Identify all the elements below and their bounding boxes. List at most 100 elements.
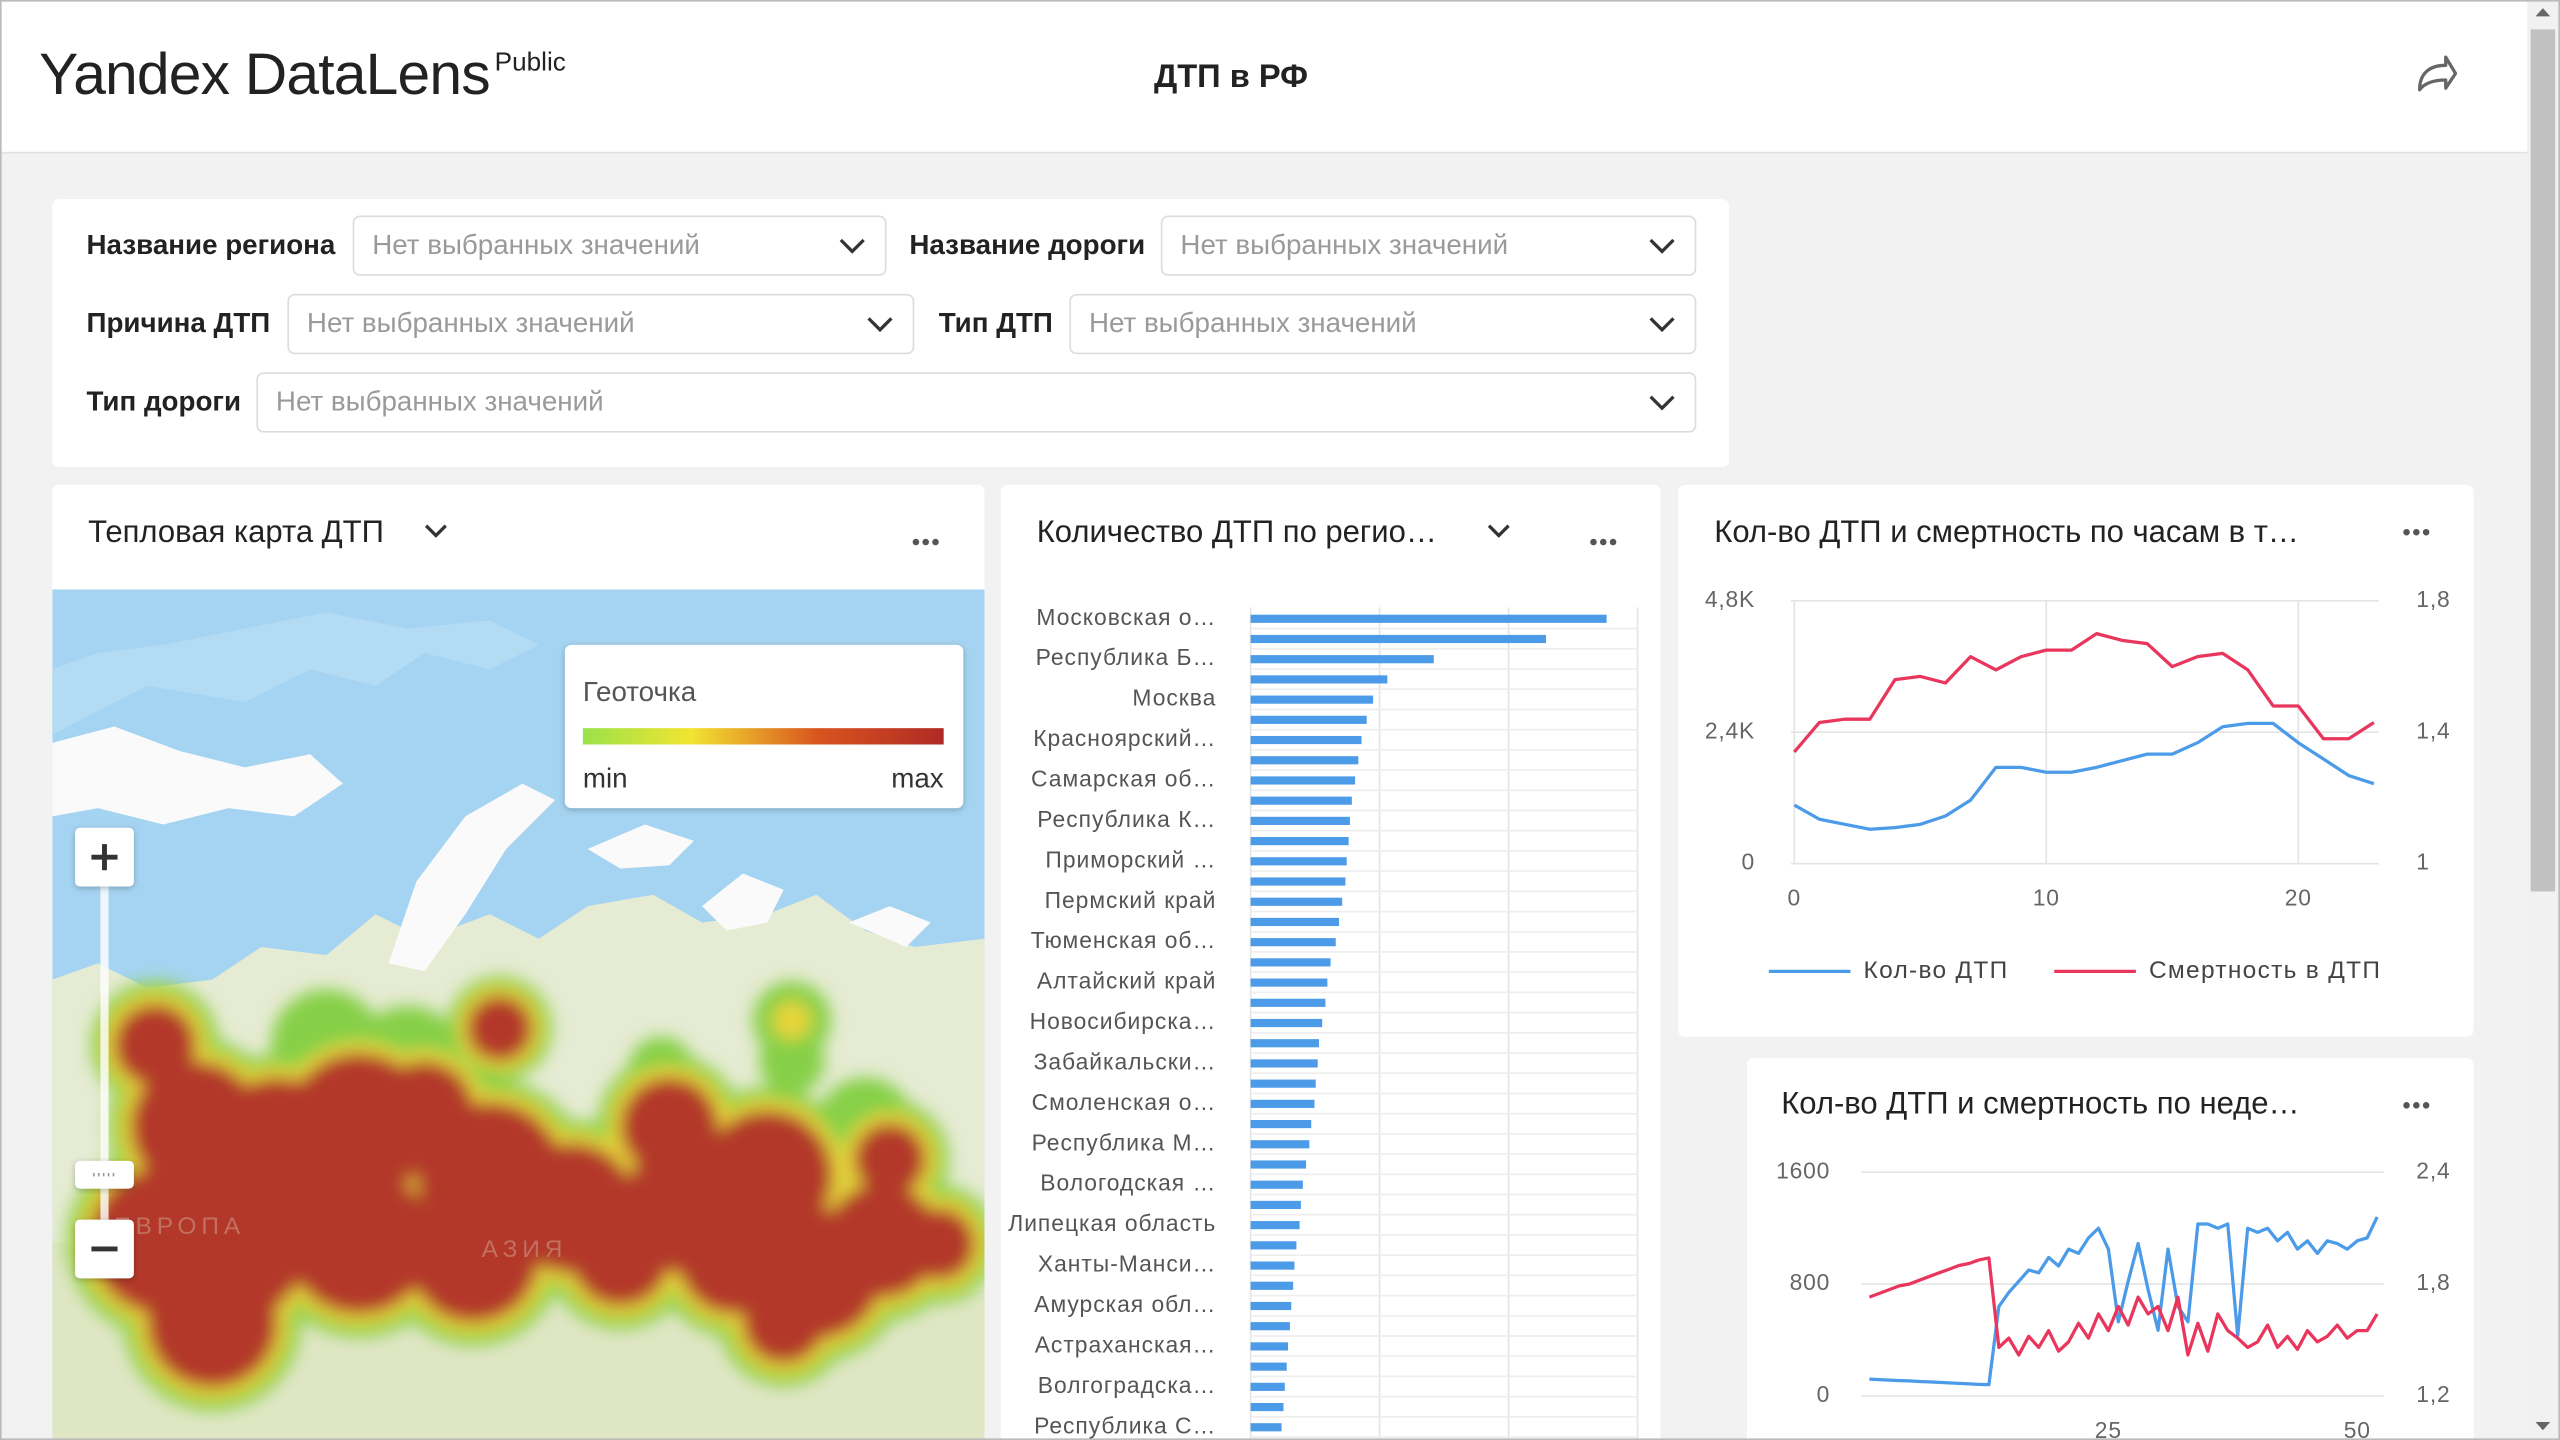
legend-gradient: [582, 728, 944, 745]
legend: Кол-во ДТП Смертность в ДТП: [1768, 957, 2381, 984]
bar: [1250, 978, 1328, 987]
bar: [1250, 1221, 1300, 1230]
tab-chevron[interactable]: [424, 524, 447, 538]
bar: [1250, 1059, 1318, 1068]
menu-button[interactable]: [2403, 1102, 2430, 1109]
filter-select[interactable]: [1160, 215, 1697, 276]
logo[interactable]: Yandex DataLens: [39, 42, 490, 107]
tab-chevron[interactable]: [1487, 524, 1510, 538]
filters: Название региона Нет выбранных значений На…: [87, 215, 1697, 433]
menu-button[interactable]: [912, 538, 939, 546]
bar: [1250, 1099, 1315, 1108]
legend-label[interactable]: Смертность в ДТП: [2149, 957, 2381, 984]
category-label: Ханты-Манси…: [1038, 1251, 1216, 1277]
category-label: Приморский …: [1045, 846, 1216, 872]
bar: [1250, 1160, 1307, 1169]
x-tick-label: 20: [2285, 885, 2312, 911]
filter-placeholder: Нет выбранных значений: [372, 229, 700, 260]
y-tick-label: 1600: [1776, 1157, 1830, 1183]
category-label: Волгоградска…: [1038, 1372, 1217, 1398]
share-button[interactable]: [2417, 55, 2458, 92]
heat-layer: [66, 976, 985, 1411]
filter-select[interactable]: [256, 372, 1697, 433]
filter-select[interactable]: [1069, 293, 1697, 355]
category-label: Тюменская об…: [1031, 927, 1217, 953]
bar: [1250, 958, 1331, 967]
category-label: Вологодская …: [1040, 1170, 1216, 1196]
ice: [702, 873, 784, 931]
menu-button[interactable]: [1590, 538, 1617, 546]
category-label: Красноярский…: [1033, 725, 1216, 751]
bar: [1250, 1423, 1282, 1432]
bar: [1250, 614, 1607, 623]
bar: [1250, 1382, 1285, 1391]
map-legend: [564, 644, 964, 809]
filter-label: Причина ДТП: [87, 307, 271, 338]
y2-tick-label: 1,2: [2416, 1381, 2450, 1407]
y2-tick-label: 1,8: [2416, 1269, 2450, 1295]
series-line: [1793, 632, 2375, 754]
filter-chevron: [1649, 238, 1675, 254]
category-label: Москва: [1132, 685, 1216, 711]
bar: [1250, 897, 1343, 906]
series-line: [1869, 1216, 2379, 1387]
filter-label: Тип дороги: [87, 386, 242, 417]
filter-placeholder: Нет выбранных значений: [307, 307, 635, 338]
ice: [52, 726, 343, 825]
x-tick-label: 50: [2344, 1417, 2371, 1440]
header: [0, 0, 2528, 152]
bar: [1250, 1180, 1303, 1189]
x-tick-label: 25: [2095, 1417, 2122, 1440]
filter-label: Название региона: [87, 229, 336, 260]
ice: [848, 906, 931, 947]
scroll-down[interactable]: [2535, 1422, 2551, 1431]
category-label: Новосибирска…: [1030, 1008, 1217, 1034]
filter-label: Тип ДТП: [939, 307, 1053, 338]
zoom-in-icon: [91, 844, 118, 871]
legend-label[interactable]: Кол-во ДТП: [1864, 957, 2009, 984]
filter-select[interactable]: [352, 215, 887, 276]
y-tick-label: 0: [1742, 849, 1756, 875]
category-label: Самарская об…: [1031, 766, 1216, 792]
legend-title: Геоточка: [583, 676, 697, 707]
charts: Московская о… Республика Б… Москва Краснояр…: [1008, 586, 2450, 1440]
bar: [1250, 1039, 1319, 1048]
bar: [1250, 655, 1434, 664]
scrollbar-thumb[interactable]: [2530, 29, 2556, 892]
category-label: Республика С…: [1034, 1412, 1216, 1438]
bar: [1250, 1018, 1323, 1028]
bar: [1250, 1261, 1295, 1270]
category-label: Пермский край: [1045, 887, 1217, 913]
filter-chevron: [867, 317, 893, 333]
bar: [1250, 634, 1546, 644]
scroll-up[interactable]: [2535, 8, 2551, 17]
bar: [1250, 1079, 1316, 1088]
series-line: [1868, 1256, 2379, 1357]
y-tick-label: 4,8K: [1705, 586, 1755, 612]
filter-select[interactable]: [287, 293, 915, 355]
filter-placeholder: Нет выбранных значений: [276, 386, 604, 417]
bar: [1250, 695, 1374, 704]
category-label: Астраханская…: [1035, 1331, 1217, 1357]
bar: [1250, 1322, 1290, 1331]
menu-button[interactable]: [2403, 528, 2430, 536]
category-label: Республика М…: [1032, 1129, 1217, 1155]
dashboard-title: ДТП в РФ: [1154, 57, 1308, 94]
filter-chevron: [839, 238, 865, 254]
y2-tick-label: 1,4: [2416, 717, 2450, 743]
bar: [1250, 938, 1336, 947]
y2-tick-label: 1,8: [2416, 586, 2450, 612]
series-line: [1793, 721, 2375, 831]
map[interactable]: ЕВРОПА АЗИЯ Геоточка min max: [52, 589, 997, 1440]
bar: [1250, 837, 1349, 846]
bar: [1250, 735, 1362, 745]
bar: [1250, 756, 1359, 765]
category-label: Республика К…: [1037, 806, 1216, 832]
land: [52, 1240, 985, 1440]
bar: [1250, 1241, 1297, 1250]
bar: [1250, 1402, 1284, 1412]
hourly-widget: [1678, 484, 2474, 1037]
